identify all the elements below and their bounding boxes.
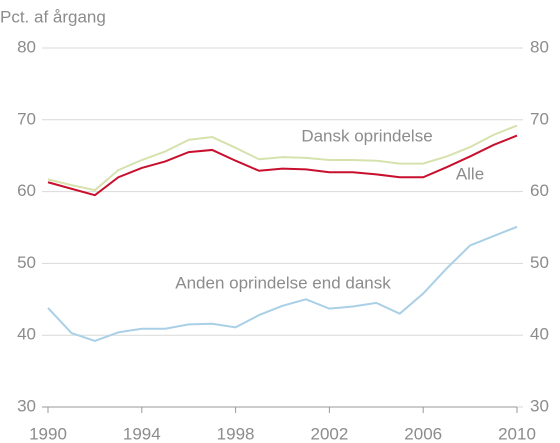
y-tick-label: 30	[17, 396, 36, 415]
y2-tick-label: 60	[530, 181, 549, 200]
x-tick-label: 1998	[217, 424, 255, 443]
y2-tick-label: 40	[530, 325, 549, 344]
y-tick-label: 70	[17, 109, 36, 128]
y2-tick-label: 80	[530, 37, 549, 56]
x-tick-label: 2002	[310, 424, 348, 443]
series-line	[47, 134, 518, 197]
y-tick-label: 80	[17, 37, 36, 56]
y-tick-label: 40	[17, 325, 36, 344]
series-label: Anden oprindelse end dansk	[175, 273, 391, 292]
y-tick-label: 50	[17, 253, 36, 272]
x-tick-label: 1994	[123, 424, 161, 443]
x-tick-label: 2006	[404, 424, 442, 443]
x-tick-label: 1990	[29, 424, 67, 443]
y-tick-label: 60	[17, 181, 36, 200]
y2-tick-label: 50	[530, 253, 549, 272]
x-tick-label: 2010	[498, 424, 536, 443]
series-label: Dansk oprindelse	[301, 126, 432, 145]
y2-tick-label: 30	[530, 396, 549, 415]
series-line	[47, 124, 518, 192]
y-axis-label: Pct. af årgang	[0, 7, 106, 26]
y2-tick-label: 70	[530, 109, 549, 128]
series-line	[47, 225, 518, 343]
series-label: Alle	[456, 164, 484, 183]
